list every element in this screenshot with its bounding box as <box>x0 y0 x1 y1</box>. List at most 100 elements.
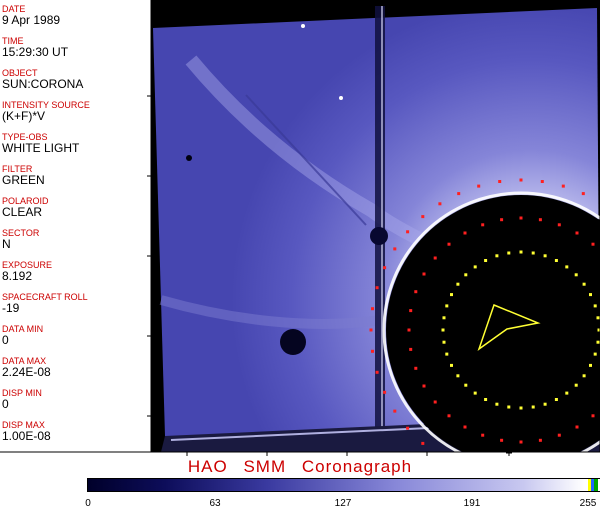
marker-dot <box>593 304 597 308</box>
marker-dot <box>450 293 453 297</box>
meta-exposure-value: 8.192 <box>2 269 33 283</box>
marker-dot <box>473 265 477 269</box>
marker-dot <box>498 180 502 183</box>
marker-dot <box>495 402 499 406</box>
meta-type-obs-label: TYPE-OBS <box>2 132 48 142</box>
marker-dot <box>457 192 461 196</box>
marker-dot <box>593 352 597 356</box>
meta-data-max-value: 2.24E-08 <box>2 365 51 379</box>
marker-dot <box>371 349 374 353</box>
marker-dot <box>596 316 600 320</box>
metadata-sidebar: DATE 9 Apr 1989 TIME 15:29:30 UT OBJECT … <box>0 0 151 452</box>
meta-disp-min-label: DISP MIN <box>2 388 42 398</box>
marker-dot <box>481 223 485 227</box>
marker-dot <box>574 383 578 387</box>
marker-dot <box>589 363 592 367</box>
marker-dot <box>582 374 586 378</box>
marker-dot <box>406 426 410 430</box>
marker-dot <box>464 273 468 277</box>
meta-disp-max-label: DISP MAX <box>2 420 45 430</box>
meta-date: DATE 9 Apr 1989 <box>2 4 60 27</box>
marker-dot <box>421 215 425 219</box>
marker-dot <box>433 256 437 260</box>
meta-polaroid-label: POLAROID <box>2 196 49 206</box>
colorbar-endcap <box>588 479 598 491</box>
marker-dot <box>500 438 504 442</box>
meta-spacecraft-roll: SPACECRAFT ROLL -19 <box>2 292 88 315</box>
marker-dot <box>463 425 467 429</box>
marker-dot <box>519 178 523 182</box>
meta-time-value: 15:29:30 UT <box>2 45 69 59</box>
marker-dot <box>538 218 542 222</box>
marker-dot <box>442 340 446 344</box>
meta-intensity-source-value: (K+F)*V <box>2 109 46 123</box>
meta-type-obs: TYPE-OBS WHITE LIGHT <box>2 132 79 155</box>
marker-dot <box>519 440 523 444</box>
marker-dot <box>371 307 374 311</box>
meta-disp-min-value: 0 <box>2 397 9 411</box>
marker-dot <box>531 251 535 255</box>
marker-ring-inner <box>441 250 600 410</box>
marker-dot <box>409 347 413 351</box>
marker-dot <box>519 250 523 254</box>
marker-dot <box>543 254 547 258</box>
marker-ring-outer <box>369 178 595 445</box>
marker-dot <box>481 433 485 437</box>
marker-dot <box>507 251 511 255</box>
meta-sector-value: N <box>2 237 11 251</box>
intensity-colorbar <box>87 478 600 492</box>
marker-dot <box>433 400 437 404</box>
marker-dot <box>456 282 460 286</box>
marker-dot <box>375 370 379 374</box>
meta-filter-label: FILTER <box>2 164 33 174</box>
meta-object-value: SUN:CORONA <box>2 77 84 91</box>
marker-dot <box>463 231 467 235</box>
meta-type-obs-value: WHITE LIGHT <box>2 141 80 155</box>
marker-dot <box>557 223 561 227</box>
marker-dot <box>414 290 418 294</box>
marker-dot <box>447 242 451 246</box>
marker-dot <box>441 328 445 332</box>
marker-dot <box>554 259 558 262</box>
marker-dot <box>414 366 418 370</box>
marker-dot <box>393 409 397 413</box>
marker-dot <box>597 328 600 332</box>
meta-filter-value: GREEN <box>2 173 45 187</box>
instrument-title: HAO SMM Coronagraph <box>187 457 413 476</box>
marker-dot <box>519 216 523 220</box>
marker-dot <box>531 405 535 409</box>
marker-dot <box>450 363 453 367</box>
meta-exposure-label: EXPOSURE <box>2 260 53 270</box>
marker-dot <box>383 266 387 270</box>
marker-dot <box>421 441 425 445</box>
meta-object-label: OBJECT <box>2 68 38 78</box>
colorbar-tick-191: 191 <box>463 498 481 509</box>
meta-date-value: 9 Apr 1989 <box>2 13 61 27</box>
meta-spacecraft-roll-label: SPACECRAFT ROLL <box>2 292 88 302</box>
coronagraph-image[interactable] <box>151 0 600 452</box>
meta-disp-min: DISP MIN 0 <box>2 388 42 411</box>
marker-dot <box>554 398 558 401</box>
marker-dot <box>543 402 547 406</box>
meta-sector-label: SECTOR <box>2 228 40 238</box>
meta-data-min: DATA MIN 0 <box>2 324 43 347</box>
meta-polaroid-value: CLEAR <box>2 205 43 219</box>
marker-dot <box>473 391 477 395</box>
marker-dot <box>484 398 488 401</box>
meta-time: TIME 15:29:30 UT <box>2 36 68 59</box>
marker-dot <box>582 282 586 286</box>
occulting-disk <box>386 195 600 452</box>
marker-dot <box>369 328 373 332</box>
marker-dot <box>447 414 451 418</box>
coronagraph-image-canvas <box>151 0 600 452</box>
marker-dot <box>407 328 411 332</box>
marker-dot <box>596 340 600 344</box>
meta-sector: SECTOR N <box>2 228 39 251</box>
colorbar-tick-0: 0 <box>85 498 91 509</box>
meta-filter: FILTER GREEN <box>2 164 45 187</box>
meta-spacecraft-roll-value: -19 <box>2 301 20 315</box>
marker-dot <box>507 405 511 409</box>
marker-dot <box>591 242 595 246</box>
marker-dot <box>540 180 544 183</box>
marker-dot <box>574 273 578 277</box>
